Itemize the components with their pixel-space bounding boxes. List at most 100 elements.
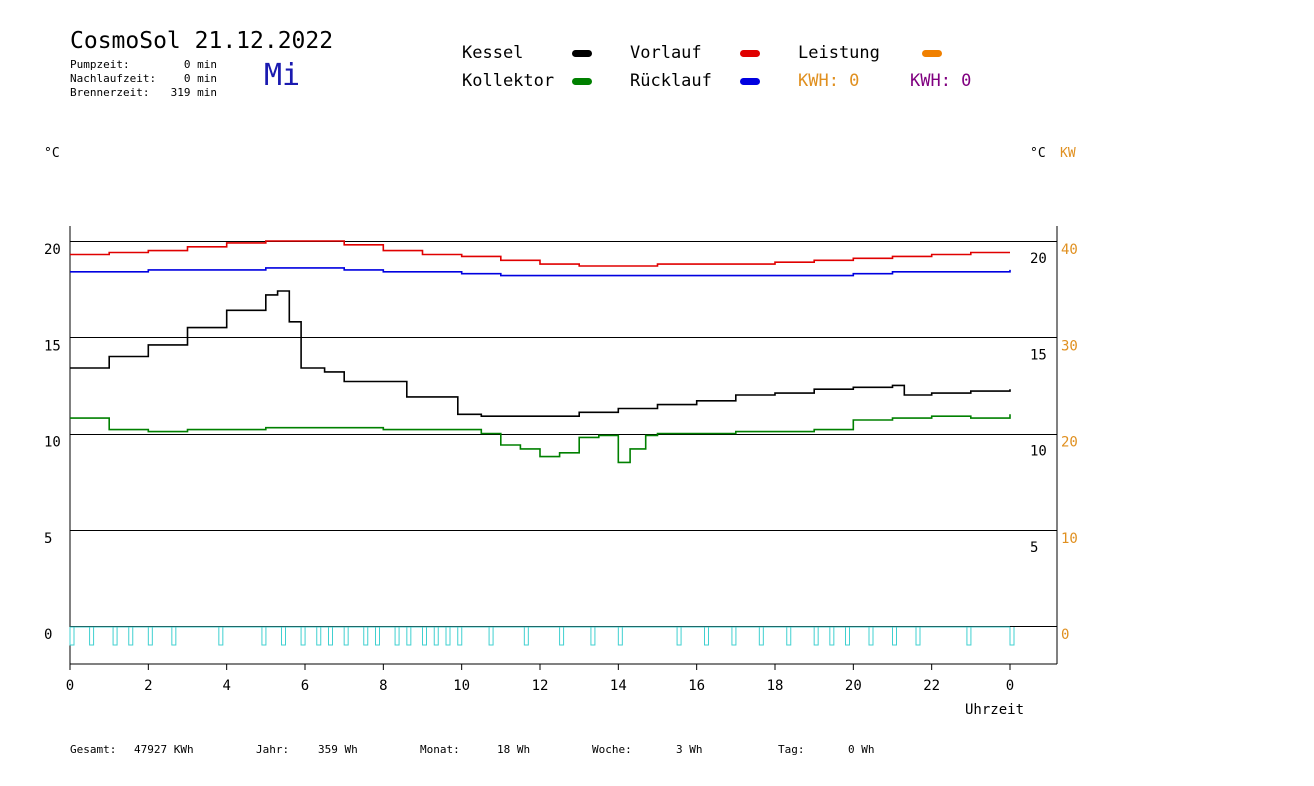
x-axis-label: Uhrzeit <box>965 702 1025 718</box>
right-axis-unit: °C <box>1030 146 1046 161</box>
y-tick-right-kw-30: 30 <box>1061 338 1078 354</box>
leistung-pulse-30 <box>786 627 792 646</box>
series-kessel <box>70 290 1011 417</box>
footer-tag-value: 0 Wh <box>848 743 875 756</box>
legend-kwh-1: KWH: 0 <box>798 71 860 91</box>
leistung-pulse-11 <box>328 627 333 646</box>
legend-kollektor-label: Kollektor <box>462 71 555 91</box>
leistung-pulse-32 <box>829 627 835 646</box>
x-tick-label-9: 18 <box>767 678 784 694</box>
footer-jahr-value: 359 Wh <box>318 743 358 756</box>
y-tick-right-kw-0: 0 <box>1061 627 1069 643</box>
leistung-pulse-7 <box>261 627 267 646</box>
footer-gesamt-value: 47927 KWh <box>134 743 194 756</box>
y-tick-right-kw-40: 40 <box>1061 242 1078 258</box>
y-tick-right-kw-10: 10 <box>1061 531 1078 547</box>
footer-monat-value: 18 Wh <box>497 743 531 756</box>
x-tick-label-7: 14 <box>610 678 627 694</box>
leistung-pulse-22 <box>523 627 529 646</box>
leistung-pulse-13 <box>363 627 369 646</box>
leistung-pulse-20 <box>457 627 463 646</box>
x-tick-label-1: 2 <box>144 678 152 694</box>
footer-woche-label: Woche: <box>592 743 632 756</box>
leistung-pulse-24 <box>590 627 596 646</box>
x-tick-label-11: 22 <box>923 678 940 694</box>
stat-nachlaufzeit-value: 0 min <box>183 72 217 85</box>
x-tick-label-5: 10 <box>453 678 470 694</box>
y-tick-left-10: 10 <box>44 435 61 451</box>
x-tick-label-4: 8 <box>379 678 387 694</box>
leistung-pulse-4 <box>147 627 153 646</box>
leistung-pulse-38 <box>1009 627 1015 646</box>
leistung-pulse-21 <box>488 627 494 646</box>
stat-brennerzeit-value: 319 min <box>170 86 217 99</box>
leistung-pulse-16 <box>406 627 412 646</box>
leistung-pulse-27 <box>704 627 709 646</box>
y-tick-right-kw-20: 20 <box>1061 435 1078 451</box>
leistung-pulse-31 <box>813 627 819 646</box>
leistung-pulse-25 <box>617 627 623 646</box>
leistung-pulse-3 <box>128 627 134 646</box>
legend-vorlauf-swatch <box>740 50 760 57</box>
stat-nachlaufzeit-label: Nachlaufzeit: <box>70 72 157 85</box>
weekday-label: Mi <box>264 58 301 93</box>
series-vorlauf <box>70 240 1010 267</box>
legend-leistung-swatch <box>922 50 942 57</box>
leistung-pulse-5 <box>171 627 177 646</box>
left-axis-unit: °C <box>44 146 60 161</box>
stat-pumpzeit-value: 0 min <box>183 58 217 71</box>
page-title: CosmoSol 21.12.2022 <box>70 28 334 54</box>
legend-ruecklauf-swatch <box>740 78 760 85</box>
leistung-pulse-0 <box>69 627 75 646</box>
legend-kollektor-swatch <box>572 78 592 85</box>
y-tick-left-15: 15 <box>44 338 61 354</box>
legend-kessel-label: Kessel <box>462 43 524 63</box>
leistung-pulse-15 <box>394 627 400 646</box>
leistung-pulse-14 <box>375 627 380 646</box>
leistung-pulse-29 <box>758 627 764 646</box>
x-tick-label-3: 6 <box>301 678 309 694</box>
leistung-pulse-33 <box>845 627 850 646</box>
y-tick-right-temp-10: 10 <box>1030 444 1047 460</box>
x-tick-label-0: 0 <box>66 678 74 694</box>
x-tick-label-2: 4 <box>222 678 230 694</box>
leistung-pulse-12 <box>343 627 349 646</box>
leistung-pulse-1 <box>89 627 95 646</box>
series-rücklauf <box>70 267 1011 277</box>
right-axis-unit-kw: KW <box>1060 146 1076 161</box>
x-tick-label-12: 0 <box>1006 678 1014 694</box>
leistung-pulse-34 <box>868 627 874 646</box>
y-tick-right-temp-5: 5 <box>1030 540 1038 556</box>
legend-kwh-2: KWH: 0 <box>910 71 972 91</box>
x-tick-label-6: 12 <box>532 678 549 694</box>
y-tick-right-temp-20: 20 <box>1030 251 1047 267</box>
leistung-pulse-28 <box>731 627 737 646</box>
leistung-pulse-19 <box>445 627 451 646</box>
stat-pumpzeit-label: Pumpzeit: <box>70 58 130 71</box>
footer-gesamt-label: Gesamt: <box>70 743 117 756</box>
legend-kessel-swatch <box>572 50 592 57</box>
leistung-pulse-18 <box>433 627 439 646</box>
footer-jahr-label: Jahr: <box>256 743 290 756</box>
leistung-pulse-8 <box>281 627 286 646</box>
leistung-pulse-17 <box>422 627 427 646</box>
footer-tag-label: Tag: <box>778 743 805 756</box>
stat-brennerzeit-label: Brennerzeit: <box>70 86 150 99</box>
footer-woche-value: 3 Wh <box>676 743 703 756</box>
footer-monat-label: Monat: <box>420 743 460 756</box>
leistung-pulse-10 <box>316 627 322 646</box>
leistung-pulse-36 <box>915 627 921 646</box>
leistung-pulse-35 <box>892 627 897 646</box>
leistung-pulse-9 <box>300 627 306 646</box>
x-tick-label-10: 20 <box>845 678 862 694</box>
leistung-pulse-2 <box>112 627 118 646</box>
legend-ruecklauf-label: Rücklauf <box>630 71 712 91</box>
leistung-pulse-26 <box>676 627 682 646</box>
series-kollektor <box>70 414 1011 464</box>
x-tick-label-8: 16 <box>688 678 705 694</box>
legend-vorlauf-label: Vorlauf <box>630 43 702 63</box>
leistung-pulse-6 <box>218 627 224 646</box>
legend-leistung-label: Leistung <box>798 43 880 63</box>
y-tick-left-0: 0 <box>44 627 52 643</box>
